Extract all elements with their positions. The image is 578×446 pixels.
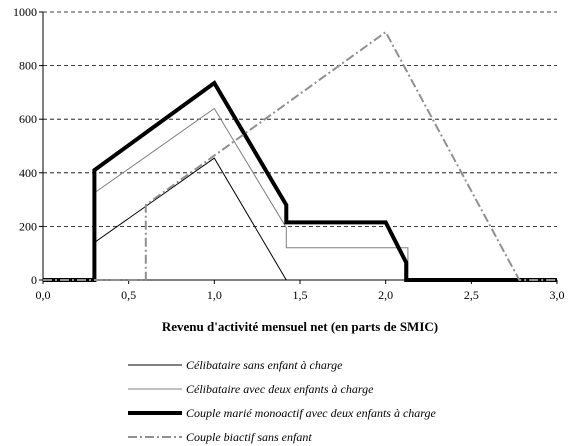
x-tick-label: 1,0: [207, 288, 222, 302]
legend-label-2: Célibataire avec deux enfants à charge: [186, 382, 374, 396]
legend-label-4: Couple biactif sans enfant: [186, 430, 312, 444]
series-lines: [43, 30, 557, 282]
x-tick-label: 0,5: [121, 288, 136, 302]
legend-label-3: Couple marié monoactif avec deux enfants…: [186, 406, 437, 420]
y-tick-label: 400: [19, 166, 37, 180]
y-tick-label: 200: [19, 219, 37, 233]
y-tick-label: 1000: [13, 5, 37, 19]
series-line-1: [43, 157, 557, 281]
series-line-4: [43, 30, 557, 281]
x-tick-label: 3,0: [550, 288, 565, 302]
y-tick-label: 600: [19, 112, 37, 126]
series-line-2: [43, 107, 557, 281]
x-axis-title: Revenu d'activité mensuel net (en parts …: [162, 319, 438, 334]
y-tick-label: 800: [19, 59, 37, 73]
y-tick-label: 0: [31, 273, 37, 287]
grid-lines: [43, 11, 557, 227]
x-tick-label: 0,0: [36, 288, 51, 302]
legend: Célibataire sans enfant à charge Célibata…: [128, 358, 437, 444]
x-tick-label: 2,0: [378, 288, 393, 302]
series-line-3: [43, 80, 557, 282]
x-tick-label: 2,5: [464, 288, 479, 302]
tick-labels: 0 200 400 600 800 1000 0,0 0,5 1,0 1,5 2,0 2,5 3,0: [13, 5, 565, 302]
axes: [39, 11, 558, 284]
legend-label-1: Célibataire sans enfant à charge: [186, 358, 343, 372]
x-tick-label: 1,5: [293, 288, 308, 302]
